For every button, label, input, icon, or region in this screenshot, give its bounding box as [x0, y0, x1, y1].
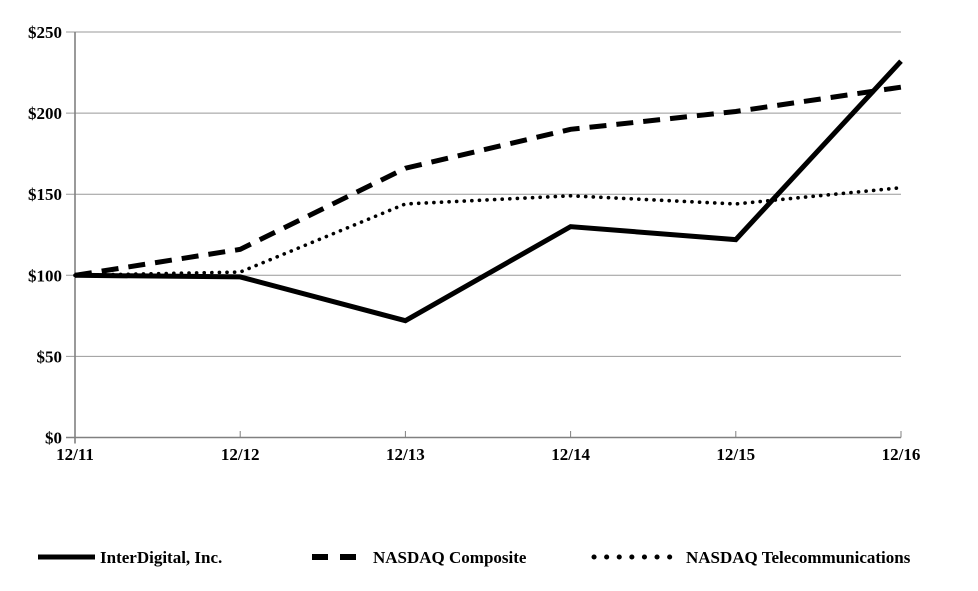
legend-label-nasdaq-telecommunications: NASDAQ Telecommunications: [686, 548, 911, 567]
legend-label-interdigital-inc: InterDigital, Inc.: [100, 548, 222, 567]
x-axis-tick-label: 12/16: [882, 445, 921, 464]
series-line-interdigital-inc: [74, 59, 903, 324]
x-axis-tick-label: 12/13: [386, 445, 425, 464]
x-axis-tick-label: 12/12: [221, 445, 260, 464]
series-line-nasdaq-composite: [74, 84, 902, 278]
y-axis-tick-label: $200: [28, 104, 62, 123]
y-axis-tick-label: $250: [28, 23, 62, 42]
y-axis-tick-label: $0: [45, 429, 62, 448]
y-axis-tick-label: $50: [37, 347, 63, 366]
y-axis-tick-label: $150: [28, 185, 62, 204]
x-axis-tick-label: 12/11: [56, 445, 94, 464]
y-axis-tick-label: $100: [28, 266, 62, 285]
series-line-nasdaq-telecommunications: [73, 185, 903, 278]
x-axis-tick-label: 12/15: [716, 445, 755, 464]
legend-label-nasdaq-composite: NASDAQ Composite: [373, 548, 527, 567]
x-axis-tick-label: 12/14: [551, 445, 590, 464]
